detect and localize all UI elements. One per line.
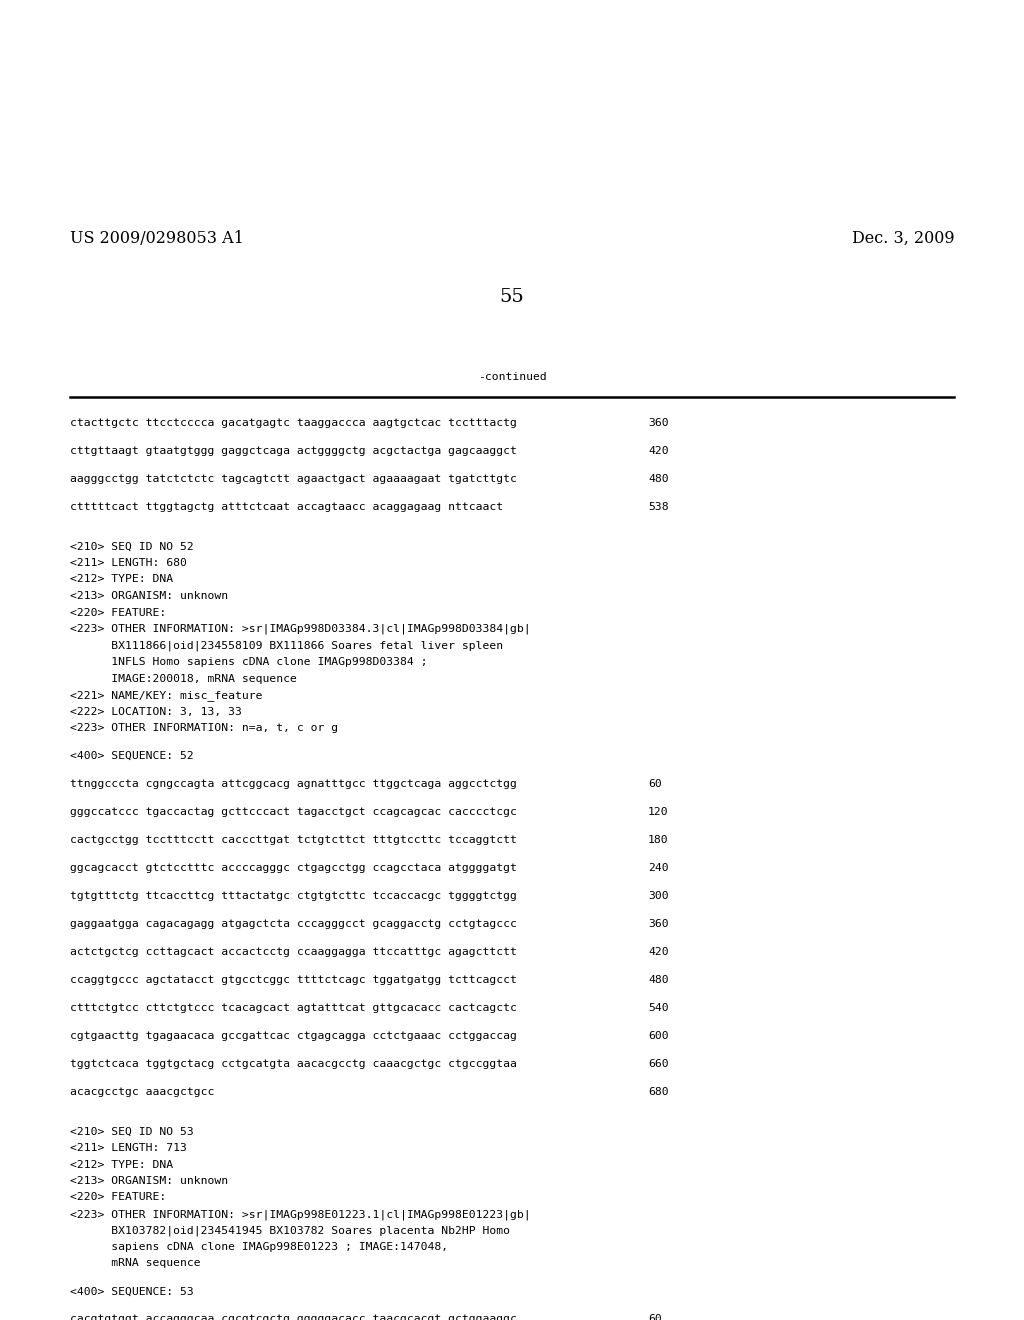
- Text: mRNA sequence: mRNA sequence: [70, 1258, 201, 1269]
- Text: 240: 240: [648, 863, 669, 873]
- Text: acacgcctgc aaacgctgcc: acacgcctgc aaacgctgcc: [70, 1086, 214, 1097]
- Text: aagggcctgg tatctctctc tagcagtctt agaactgact agaaaagaat tgatcttgtc: aagggcctgg tatctctctc tagcagtctt agaactg…: [70, 474, 517, 484]
- Text: 420: 420: [648, 946, 669, 957]
- Text: <210> SEQ ID NO 52: <210> SEQ ID NO 52: [70, 541, 194, 552]
- Text: <213> ORGANISM: unknown: <213> ORGANISM: unknown: [70, 591, 228, 601]
- Text: 540: 540: [648, 1003, 669, 1012]
- Text: tggtctcaca tggtgctacg cctgcatgta aacacgcctg caaacgctgc ctgccggtaa: tggtctcaca tggtgctacg cctgcatgta aacacgc…: [70, 1059, 517, 1069]
- Text: <211> LENGTH: 680: <211> LENGTH: 680: [70, 558, 186, 568]
- Text: cttgttaagt gtaatgtggg gaggctcaga actggggctg acgctactga gagcaaggct: cttgttaagt gtaatgtggg gaggctcaga actgggg…: [70, 446, 517, 455]
- Text: ccaggtgccc agctatacct gtgcctcggc ttttctcagc tggatgatgg tcttcagcct: ccaggtgccc agctatacct gtgcctcggc ttttctc…: [70, 975, 517, 985]
- Text: 120: 120: [648, 807, 669, 817]
- Text: 300: 300: [648, 891, 669, 902]
- Text: 360: 360: [648, 919, 669, 929]
- Text: 480: 480: [648, 975, 669, 985]
- Text: IMAGE:200018, mRNA sequence: IMAGE:200018, mRNA sequence: [70, 673, 297, 684]
- Text: <223> OTHER INFORMATION: >sr|IMAGp998E01223.1|cl|IMAGp998E01223|gb|: <223> OTHER INFORMATION: >sr|IMAGp998E01…: [70, 1209, 530, 1220]
- Text: <220> FEATURE:: <220> FEATURE:: [70, 607, 166, 618]
- Text: cactgcctgg tcctttcctt cacccttgat tctgtcttct tttgtccttc tccaggtctt: cactgcctgg tcctttcctt cacccttgat tctgtct…: [70, 836, 517, 845]
- Text: tgtgtttctg ttcaccttcg tttactatgc ctgtgtcttc tccaccacgc tggggtctgg: tgtgtttctg ttcaccttcg tttactatgc ctgtgtc…: [70, 891, 517, 902]
- Text: 420: 420: [648, 446, 669, 455]
- Text: 60: 60: [648, 779, 662, 789]
- Text: <222> LOCATION: 3, 13, 33: <222> LOCATION: 3, 13, 33: [70, 706, 242, 717]
- Text: <400> SEQUENCE: 53: <400> SEQUENCE: 53: [70, 1287, 194, 1296]
- Text: <400> SEQUENCE: 52: <400> SEQUENCE: 52: [70, 751, 194, 762]
- Text: gggccatccc tgaccactag gcttcccact tagacctgct ccagcagcac cacccctcgc: gggccatccc tgaccactag gcttcccact tagacct…: [70, 807, 517, 817]
- Text: <210> SEQ ID NO 53: <210> SEQ ID NO 53: [70, 1126, 194, 1137]
- Text: <212> TYPE: DNA: <212> TYPE: DNA: [70, 574, 173, 585]
- Text: -continued: -continued: [477, 372, 547, 381]
- Text: 538: 538: [648, 502, 669, 512]
- Text: 660: 660: [648, 1059, 669, 1069]
- Text: <211> LENGTH: 713: <211> LENGTH: 713: [70, 1143, 186, 1152]
- Text: Dec. 3, 2009: Dec. 3, 2009: [852, 230, 954, 247]
- Text: 1NFLS Homo sapiens cDNA clone IMAGp998D03384 ;: 1NFLS Homo sapiens cDNA clone IMAGp998D0…: [70, 657, 427, 667]
- Text: 360: 360: [648, 418, 669, 428]
- Text: <212> TYPE: DNA: <212> TYPE: DNA: [70, 1159, 173, 1170]
- Text: 600: 600: [648, 1031, 669, 1041]
- Text: ggcagcacct gtctcctttc accccagggc ctgagcctgg ccagcctaca atggggatgt: ggcagcacct gtctcctttc accccagggc ctgagcc…: [70, 863, 517, 873]
- Text: 480: 480: [648, 474, 669, 484]
- Text: ttnggcccta cgngccagta attcggcacg agnatttgcc ttggctcaga aggcctctgg: ttnggcccta cgngccagta attcggcacg agnattt…: [70, 779, 517, 789]
- Text: 680: 680: [648, 1086, 669, 1097]
- Text: 55: 55: [500, 288, 524, 306]
- Text: sapiens cDNA clone IMAGp998E01223 ; IMAGE:147048,: sapiens cDNA clone IMAGp998E01223 ; IMAG…: [70, 1242, 449, 1251]
- Text: BX111866|oid|234558109 BX111866 Soares fetal liver spleen: BX111866|oid|234558109 BX111866 Soares f…: [70, 640, 503, 651]
- Text: US 2009/0298053 A1: US 2009/0298053 A1: [70, 230, 244, 247]
- Text: <221> NAME/KEY: misc_feature: <221> NAME/KEY: misc_feature: [70, 690, 262, 701]
- Text: ctttttcact ttggtagctg atttctcaat accagtaacc acaggagaag nttcaact: ctttttcact ttggtagctg atttctcaat accagta…: [70, 502, 503, 512]
- Text: <213> ORGANISM: unknown: <213> ORGANISM: unknown: [70, 1176, 228, 1185]
- Text: cgtgaacttg tgagaacaca gccgattcac ctgagcagga cctctgaaac cctggaccag: cgtgaacttg tgagaacaca gccgattcac ctgagca…: [70, 1031, 517, 1041]
- Text: actctgctcg ccttagcact accactcctg ccaaggagga ttccatttgc agagcttctt: actctgctcg ccttagcact accactcctg ccaagga…: [70, 946, 517, 957]
- Text: <223> OTHER INFORMATION: >sr|IMAGp998D03384.3|cl|IMAGp998D03384|gb|: <223> OTHER INFORMATION: >sr|IMAGp998D03…: [70, 624, 530, 635]
- Text: <223> OTHER INFORMATION: n=a, t, c or g: <223> OTHER INFORMATION: n=a, t, c or g: [70, 723, 338, 733]
- Text: <220> FEATURE:: <220> FEATURE:: [70, 1192, 166, 1203]
- Text: ctacttgctc ttcctcccca gacatgagtc taaggaccca aagtgctcac tcctttactg: ctacttgctc ttcctcccca gacatgagtc taaggac…: [70, 418, 517, 428]
- Text: cacgtgtggt accagggcaa cgcgtcgctg gggggacacc taacgcacgt gctggaaggc: cacgtgtggt accagggcaa cgcgtcgctg gggggac…: [70, 1315, 517, 1320]
- Text: BX103782|oid|234541945 BX103782 Soares placenta Nb2HP Homo: BX103782|oid|234541945 BX103782 Soares p…: [70, 1225, 510, 1236]
- Text: gaggaatgga cagacagagg atgagctcta cccagggcct gcaggacctg cctgtagccc: gaggaatgga cagacagagg atgagctcta cccaggg…: [70, 919, 517, 929]
- Text: 60: 60: [648, 1315, 662, 1320]
- Text: 180: 180: [648, 836, 669, 845]
- Text: ctttctgtcc cttctgtccc tcacagcact agtatttcat gttgcacacc cactcagctc: ctttctgtcc cttctgtccc tcacagcact agtattt…: [70, 1003, 517, 1012]
